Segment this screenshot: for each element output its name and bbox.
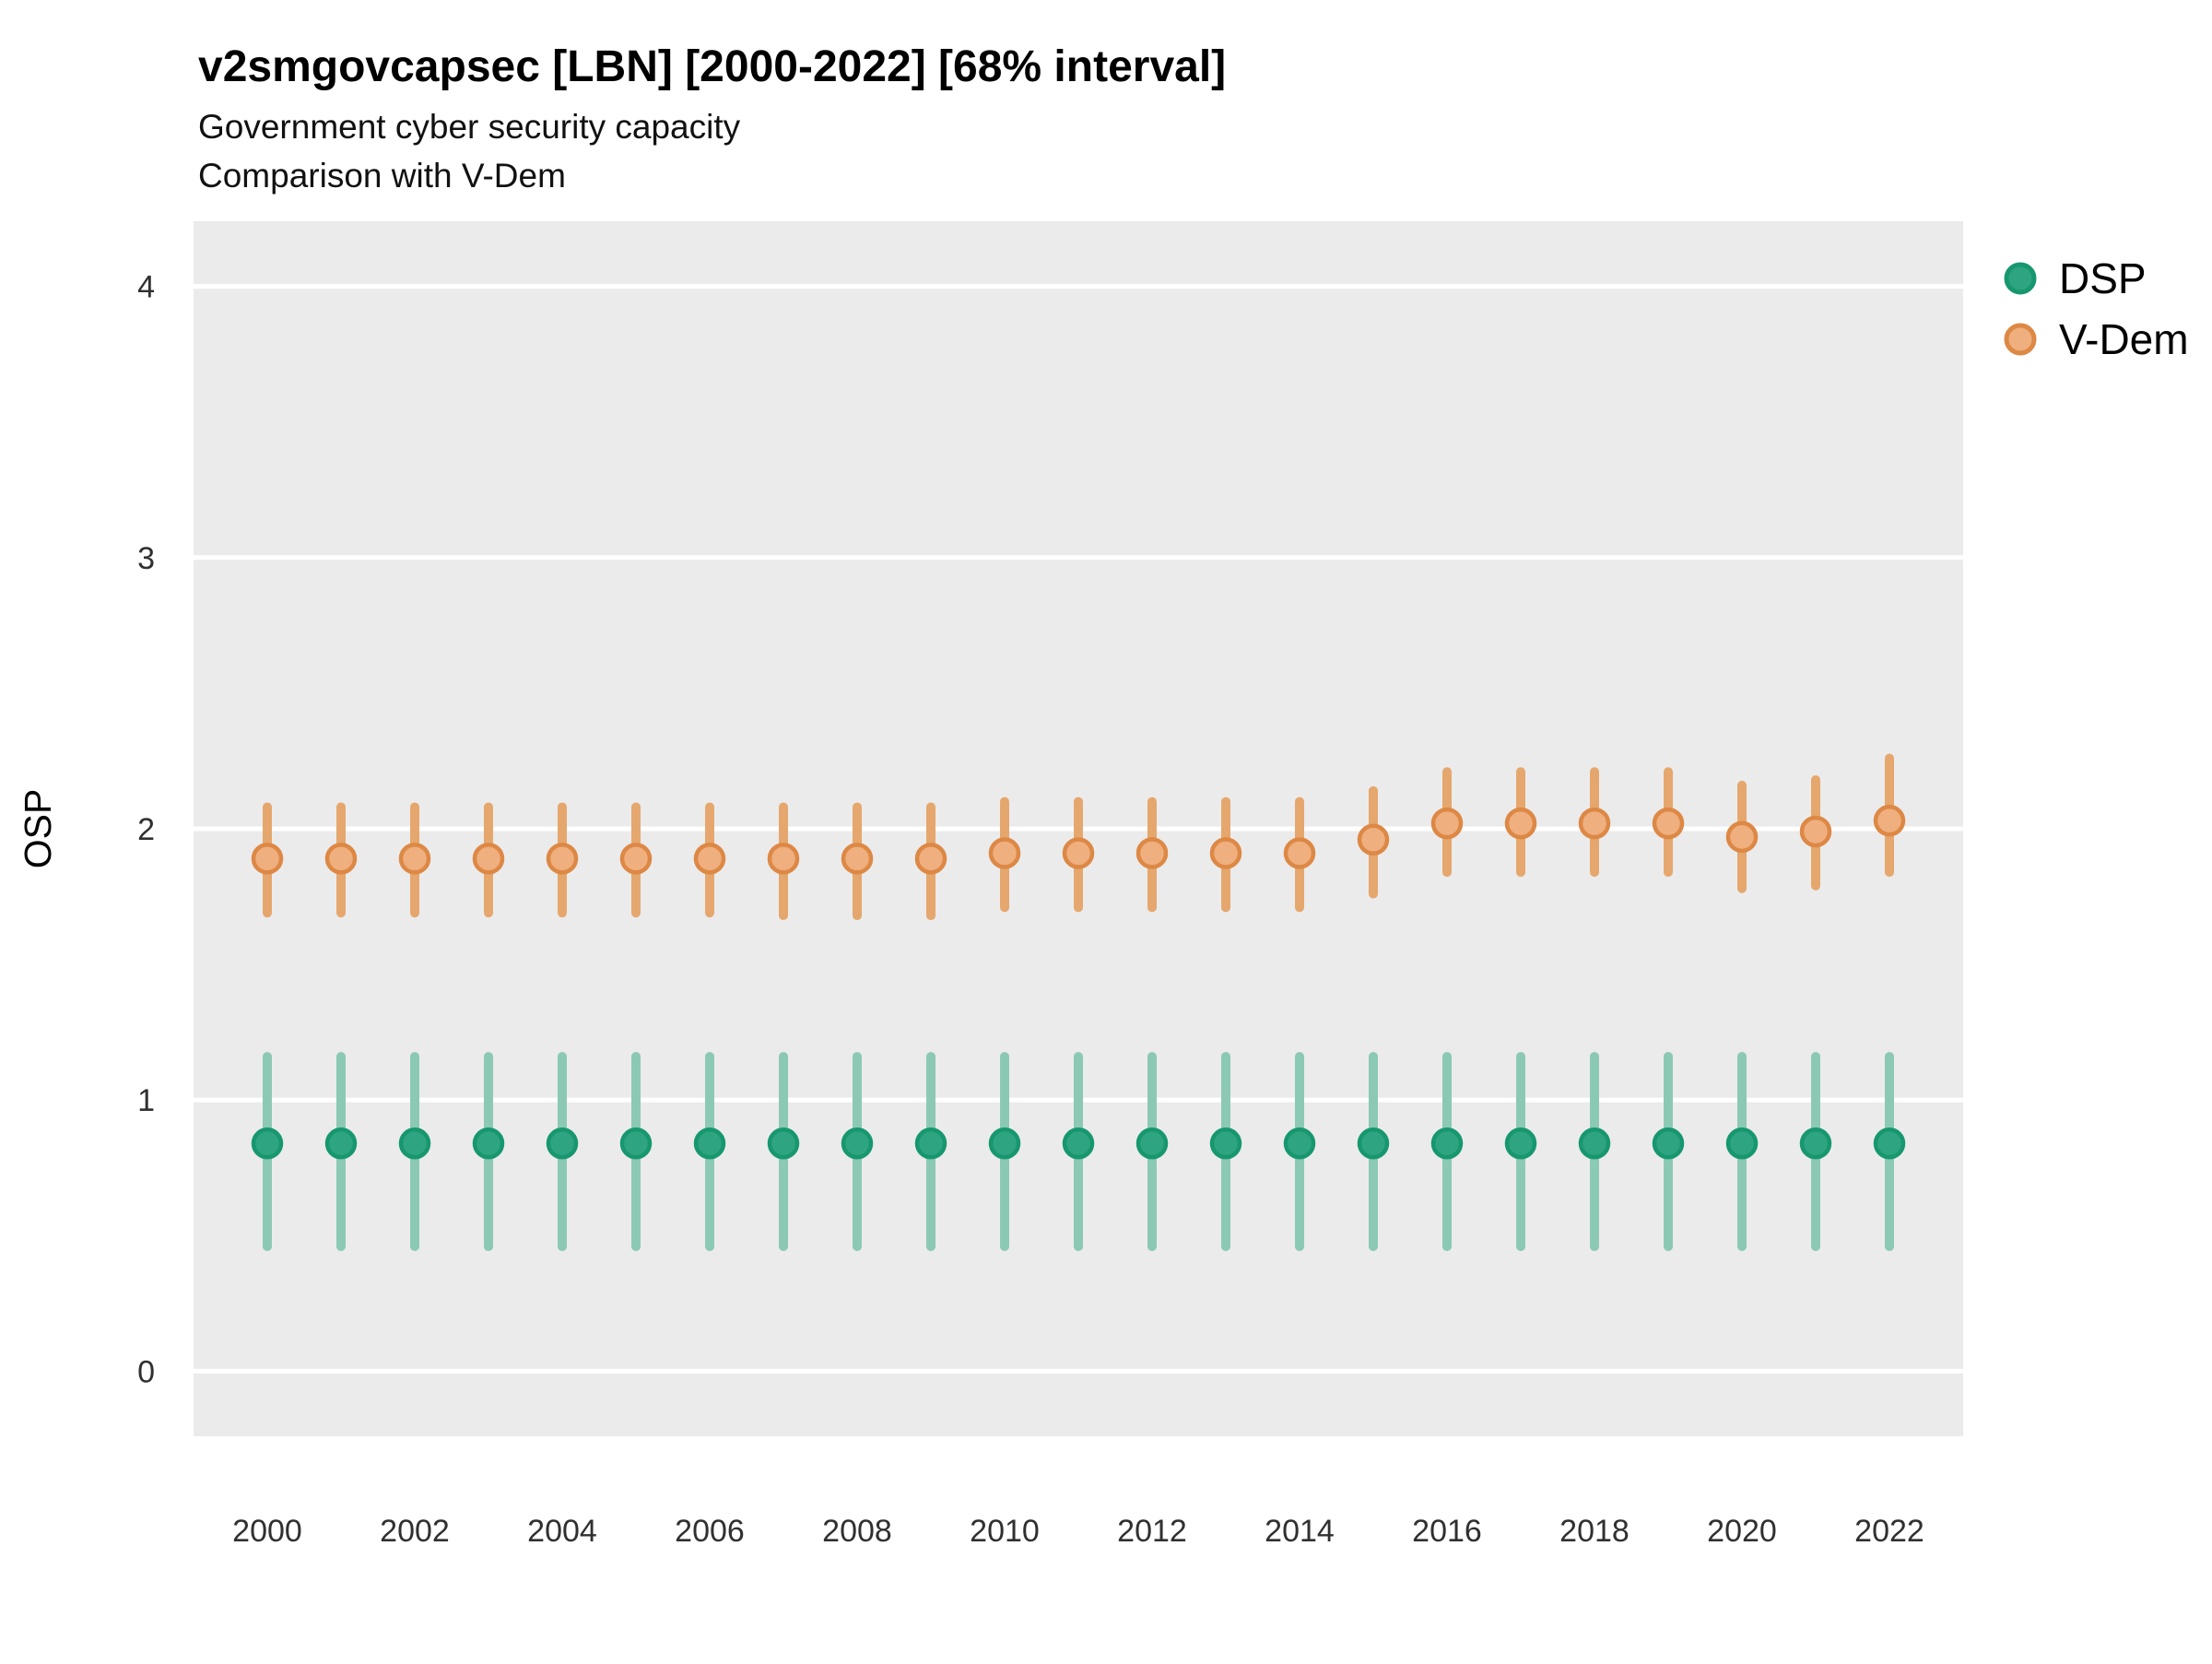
y-tick-label-0: 0 (137, 1354, 155, 1389)
point-vdem-2012 (1135, 837, 1169, 869)
point-dsp-2004 (546, 1127, 579, 1160)
point-dsp-2010 (988, 1127, 1021, 1160)
legend-item-dsp: DSP (2004, 254, 2147, 302)
plot-panel (194, 221, 1963, 1436)
x-tick-label-2014: 2014 (1265, 1514, 1335, 1549)
point-dsp-2009 (914, 1127, 947, 1160)
point-dsp-2008 (841, 1127, 874, 1160)
point-vdem-2000 (251, 843, 284, 875)
point-dsp-2005 (619, 1127, 653, 1160)
y-axis-title: OSP (17, 789, 59, 869)
point-vdem-2009 (914, 843, 947, 875)
point-dsp-2011 (1062, 1127, 1095, 1160)
x-tick-label-2022: 2022 (1854, 1514, 1924, 1549)
point-dsp-2019 (1652, 1127, 1685, 1160)
point-vdem-2003 (472, 843, 505, 875)
point-vdem-2007 (767, 843, 800, 875)
point-vdem-2018 (1578, 807, 1611, 840)
point-vdem-2020 (1725, 820, 1759, 854)
point-dsp-2018 (1578, 1127, 1611, 1160)
legend: DSP V-Dem (2004, 254, 2189, 363)
x-tick-label-2004: 2004 (527, 1514, 597, 1549)
x-tick-label-2006: 2006 (675, 1514, 745, 1549)
y-tick-label-3: 3 (137, 541, 155, 576)
point-dsp-2016 (1430, 1127, 1464, 1160)
point-dsp-2015 (1357, 1127, 1390, 1160)
x-tick-label-2012: 2012 (1117, 1514, 1187, 1549)
x-tick-label-2016: 2016 (1412, 1514, 1482, 1549)
point-vdem-2013 (1209, 837, 1242, 869)
point-dsp-2013 (1209, 1127, 1242, 1160)
legend-label-vdem: V-Dem (2059, 315, 2189, 363)
point-vdem-2022 (1873, 804, 1906, 837)
point-dsp-2014 (1283, 1127, 1316, 1160)
x-tick-label-2000: 2000 (232, 1514, 302, 1549)
y-tick-label-4: 4 (137, 270, 155, 305)
x-tick-label-2010: 2010 (970, 1514, 1040, 1549)
point-dsp-2021 (1799, 1127, 1832, 1160)
point-dsp-2012 (1135, 1127, 1169, 1160)
point-vdem-2001 (324, 843, 358, 875)
point-dsp-2001 (324, 1127, 358, 1160)
point-vdem-2015 (1357, 823, 1390, 856)
point-vdem-2019 (1652, 807, 1685, 840)
point-vdem-2008 (841, 843, 874, 875)
chart-title: v2smgovcapsec [LBN] [2000-2022] [68% int… (198, 42, 1226, 91)
point-dsp-2006 (693, 1127, 726, 1160)
point-dsp-2020 (1725, 1127, 1759, 1160)
legend-label-dsp: DSP (2059, 254, 2147, 302)
point-vdem-2011 (1062, 837, 1095, 869)
points-vdem (251, 804, 1906, 875)
legend-item-vdem: V-Dem (2004, 315, 2189, 363)
chart-subtitle-line2: Comparison with V-Dem (198, 157, 566, 195)
series-layer (251, 753, 1906, 1252)
point-vdem-2005 (619, 843, 653, 875)
point-vdem-2004 (546, 843, 579, 875)
point-vdem-2017 (1504, 807, 1537, 840)
point-vdem-2016 (1430, 807, 1464, 840)
point-vdem-2006 (693, 843, 726, 875)
point-vdem-2014 (1283, 837, 1316, 869)
y-tick-label-1: 1 (137, 1083, 155, 1118)
point-dsp-2007 (767, 1127, 800, 1160)
point-dsp-2000 (251, 1127, 284, 1160)
point-dsp-2003 (472, 1127, 505, 1160)
x-tick-label-2008: 2008 (822, 1514, 892, 1549)
x-tick-label-2002: 2002 (380, 1514, 450, 1549)
point-dsp-2017 (1504, 1127, 1537, 1160)
y-axis-tick-labels: 0 1 2 3 4 (137, 270, 155, 1390)
point-dsp-2022 (1873, 1127, 1906, 1160)
x-tick-label-2018: 2018 (1559, 1514, 1630, 1549)
point-vdem-2010 (988, 837, 1021, 869)
x-tick-label-2020: 2020 (1707, 1514, 1777, 1549)
legend-dot-vdem-icon (2004, 323, 2037, 356)
x-axis-tick-labels: 2000 2002 2004 2006 2008 2010 2012 2014 2016 2018… (232, 1514, 1924, 1549)
legend-dot-dsp-icon (2004, 262, 2037, 295)
point-vdem-2021 (1799, 815, 1832, 848)
chart-subtitle-line1: Government cyber security capacity (198, 108, 741, 146)
y-tick-label-2: 2 (137, 812, 155, 847)
points-dsp (251, 1127, 1906, 1160)
point-dsp-2002 (398, 1127, 431, 1160)
point-vdem-2002 (398, 843, 431, 875)
